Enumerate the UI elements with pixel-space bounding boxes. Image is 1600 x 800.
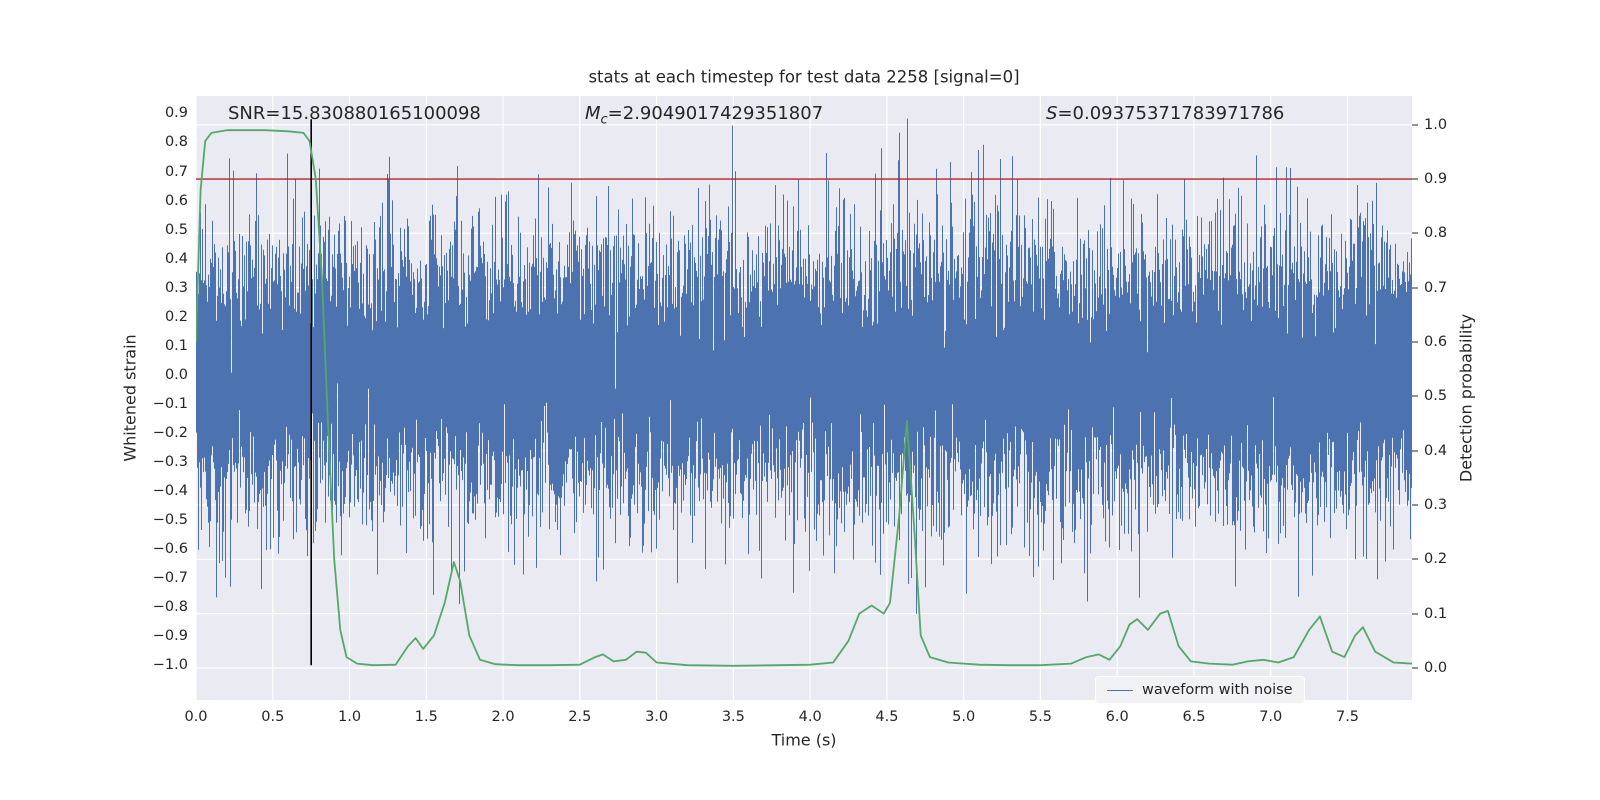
annotation-chirp-mass-subscript: c <box>600 112 608 128</box>
x-axis-tick-label: 1.0 <box>338 709 362 725</box>
x-axis-tick-label: 6.0 <box>1105 709 1129 725</box>
x-axis-tick-label: 4.5 <box>875 709 899 725</box>
y-axis-right-tick-mark <box>1412 450 1418 452</box>
y-axis-left-tick-label: −0.6 <box>152 541 188 557</box>
y-axis-right-tick-mark <box>1412 287 1418 289</box>
plot-canvas <box>196 96 1412 700</box>
y-axis-left-tick-label: −0.4 <box>152 482 188 499</box>
annotation-s-stat: S=0.09375371783971786 <box>1046 103 1284 124</box>
y-axis-right-tick-label: 0.3 <box>1424 497 1448 513</box>
waveform-series <box>196 118 1412 614</box>
x-axis-tick-label: 5.5 <box>1028 709 1052 725</box>
y-axis-left-tick-label: −0.8 <box>152 599 188 616</box>
legend-label: waveform with noise <box>1142 682 1293 698</box>
x-axis-tick-label: 1.5 <box>414 709 438 725</box>
x-axis-label: Time (s) <box>771 730 837 750</box>
y-axis-left-tick-label: −0.3 <box>152 453 188 470</box>
x-axis-tick-label: 2.0 <box>491 709 515 725</box>
y-axis-right-tick-label: 0.9 <box>1424 171 1448 188</box>
x-axis-tick-label: 2.5 <box>568 709 592 725</box>
y-axis-right-tick-label: 0.8 <box>1424 225 1448 242</box>
y-axis-left-tick-label: −0.9 <box>152 628 188 645</box>
annotation-chirp-mass: Mc=2.9049017429351807 <box>585 103 823 128</box>
x-axis-tick-label: 6.5 <box>1182 709 1206 725</box>
y-axis-left-tick-label: 0.3 <box>164 279 188 296</box>
y-axis-left-tick-label: 0.5 <box>164 221 188 238</box>
y-axis-right-tick-mark <box>1412 667 1418 669</box>
y-axis-left-tick-label: −0.2 <box>152 424 188 441</box>
y-axis-left-tick-label: 0.2 <box>164 308 188 325</box>
y-axis-left-tick-label: 0.0 <box>164 366 188 383</box>
annotation-s-stat-value: =0.09375371783971786 <box>1057 103 1285 124</box>
y-axis-left-tick-label: −0.7 <box>152 570 188 587</box>
y-axis-left-tick-label: 0.7 <box>164 163 188 180</box>
y-axis-right-tick-mark <box>1412 613 1418 615</box>
x-axis-tick-label: 0.5 <box>261 709 285 725</box>
annotation-s-stat-symbol: S <box>1046 103 1058 124</box>
annotation-chirp-mass-symbol: M <box>585 103 601 124</box>
y-axis-right-tick-mark <box>1412 504 1418 506</box>
x-axis-tick-label: 7.0 <box>1259 709 1283 725</box>
x-axis-tick-label: 0.0 <box>184 709 208 725</box>
y-axis-left-tick-label: −1.0 <box>152 657 188 674</box>
detection-probability-series <box>196 129 1412 667</box>
y-axis-right-tick-label: 0.2 <box>1424 551 1448 568</box>
y-axis-right-tick-mark <box>1412 558 1418 560</box>
y-axis-right-tick-label: 0.4 <box>1424 442 1448 459</box>
y-axis-left-tick-label: −0.5 <box>152 511 188 528</box>
plot-area <box>196 96 1412 700</box>
y-axis-left-tick-label: 0.6 <box>164 192 188 209</box>
y-axis-left-tick-label: 0.4 <box>164 250 188 267</box>
x-axis-tick-label: 3.0 <box>645 709 669 725</box>
x-axis-tick-label: 5.0 <box>952 709 976 725</box>
y-axis-right-tick-mark <box>1412 178 1418 180</box>
x-axis-tick-label: 7.5 <box>1335 709 1360 725</box>
y-axis-right-tick-label: 0.6 <box>1424 334 1448 351</box>
y-axis-right-tick-label: 1.0 <box>1424 116 1448 133</box>
y-axis-right-tick-label: 0.7 <box>1424 279 1448 296</box>
annotation-snr: SNR=15.830880165100098 <box>228 103 481 124</box>
y-axis-left-tick-label: 0.1 <box>164 337 188 354</box>
x-axis-tick-label: 3.5 <box>721 709 745 725</box>
y-axis-right-tick-mark <box>1412 124 1418 126</box>
y-axis-left-tick-label: 0.8 <box>164 134 188 151</box>
legend-line-sample <box>1107 689 1133 691</box>
legend: waveform with noise <box>1095 676 1305 704</box>
y-axis-left-tick-label: 0.9 <box>164 105 188 122</box>
y-axis-left-tick-label: −0.1 <box>152 395 188 412</box>
y-axis-right-tick-label: 0.1 <box>1424 605 1448 622</box>
chart-title: stats at each timestep for test data 225… <box>588 67 1020 87</box>
y-axis-right-tick-mark <box>1412 341 1418 343</box>
annotation-chirp-mass-value: =2.9049017429351807 <box>607 103 824 124</box>
y-axis-right-tick-mark <box>1412 232 1418 234</box>
y-axis-right-tick-label: 0.5 <box>1424 388 1448 405</box>
y-axis-right-tick-label: 0.0 <box>1424 659 1448 676</box>
y-axis-right-tick-mark <box>1412 395 1418 397</box>
x-axis-tick-label: 4.0 <box>798 709 822 725</box>
